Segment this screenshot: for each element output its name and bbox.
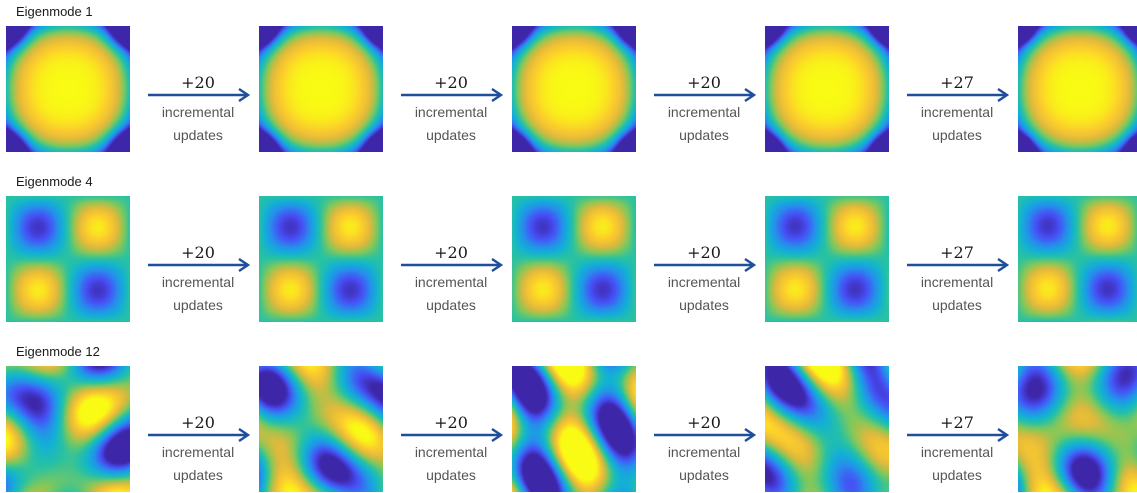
- update-text-line1: incremental: [667, 274, 741, 290]
- row-label: Eigenmode 12: [16, 344, 100, 359]
- eigenmode-heatmap: [6, 196, 130, 322]
- heatmap-canvas: [1018, 26, 1137, 152]
- eigenmode-heatmap: [259, 196, 383, 322]
- update-text-line1: incremental: [414, 104, 488, 120]
- update-count: +20: [687, 413, 721, 432]
- arrow-right-icon: [907, 88, 1010, 102]
- update-count: +20: [181, 73, 215, 92]
- update-text-line1: incremental: [920, 104, 994, 120]
- update-step: +20 incremental updates: [399, 196, 509, 322]
- eigenmode-heatmap: [512, 26, 636, 152]
- update-text-line1: incremental: [161, 104, 235, 120]
- update-text-line1: incremental: [667, 444, 741, 460]
- arrow-right-icon: [148, 428, 251, 442]
- update-step: +27 incremental updates: [905, 26, 1015, 152]
- update-count: +20: [434, 243, 468, 262]
- update-count: +20: [687, 73, 721, 92]
- eigenmode-heatmap: [765, 366, 889, 492]
- update-text-line2: updates: [932, 467, 982, 483]
- arrow-right-icon: [654, 428, 757, 442]
- eigenmode-heatmap: [1018, 196, 1137, 322]
- update-text-line1: incremental: [920, 274, 994, 290]
- heatmap-canvas: [6, 196, 130, 322]
- update-text-line1: incremental: [161, 444, 235, 460]
- update-text-line2: updates: [932, 127, 982, 143]
- update-step: +20 incremental updates: [399, 26, 509, 152]
- update-count: +27: [940, 413, 974, 432]
- update-count: +20: [434, 73, 468, 92]
- update-text-line1: incremental: [920, 444, 994, 460]
- eigenmode-heatmap: [1018, 26, 1137, 152]
- heatmap-canvas: [1018, 366, 1137, 492]
- update-text-line2: updates: [932, 297, 982, 313]
- update-count: +27: [940, 73, 974, 92]
- arrow-right-icon: [148, 258, 251, 272]
- heatmap-canvas: [765, 26, 889, 152]
- arrow-right-icon: [401, 258, 504, 272]
- update-step: +20 incremental updates: [652, 196, 762, 322]
- update-text-line2: updates: [426, 127, 476, 143]
- update-text-line2: updates: [679, 127, 729, 143]
- eigenmode-heatmap: [1018, 366, 1137, 492]
- row-label: Eigenmode 1: [16, 4, 93, 19]
- update-count: +20: [181, 243, 215, 262]
- update-step: +20 incremental updates: [146, 196, 256, 322]
- heatmap-canvas: [1018, 196, 1137, 322]
- arrow-right-icon: [907, 258, 1010, 272]
- update-count: +27: [940, 243, 974, 262]
- eigenmode-heatmap: [6, 366, 130, 492]
- heatmap-canvas: [512, 196, 636, 322]
- arrow-right-icon: [907, 428, 1010, 442]
- update-text-line2: updates: [679, 297, 729, 313]
- heatmap-canvas: [259, 26, 383, 152]
- eigenmode-heatmap: [512, 196, 636, 322]
- eigenmode-heatmap: [765, 26, 889, 152]
- update-count: +20: [687, 243, 721, 262]
- update-step: +27 incremental updates: [905, 196, 1015, 322]
- update-text-line1: incremental: [161, 274, 235, 290]
- update-text-line2: updates: [173, 467, 223, 483]
- update-text-line1: incremental: [414, 274, 488, 290]
- heatmap-canvas: [512, 366, 636, 492]
- update-text-line2: updates: [426, 297, 476, 313]
- heatmap-canvas: [6, 26, 130, 152]
- eigenmode-heatmap: [259, 366, 383, 492]
- row-label: Eigenmode 4: [16, 174, 93, 189]
- update-step: +20 incremental updates: [146, 26, 256, 152]
- arrow-right-icon: [654, 88, 757, 102]
- eigenmode-heatmap: [512, 366, 636, 492]
- eigenmode-heatmap: [765, 196, 889, 322]
- arrow-right-icon: [401, 428, 504, 442]
- update-step: +27 incremental updates: [905, 366, 1015, 492]
- update-step: +20 incremental updates: [146, 366, 256, 492]
- heatmap-canvas: [259, 196, 383, 322]
- arrow-right-icon: [654, 258, 757, 272]
- update-text-line1: incremental: [667, 104, 741, 120]
- heatmap-canvas: [765, 196, 889, 322]
- update-step: +20 incremental updates: [652, 366, 762, 492]
- heatmap-canvas: [259, 366, 383, 492]
- heatmap-canvas: [512, 26, 636, 152]
- heatmap-canvas: [6, 366, 130, 492]
- update-step: +20 incremental updates: [399, 366, 509, 492]
- arrow-right-icon: [401, 88, 504, 102]
- update-count: +20: [434, 413, 468, 432]
- heatmap-canvas: [765, 366, 889, 492]
- update-text-line2: updates: [426, 467, 476, 483]
- eigenmode-heatmap: [259, 26, 383, 152]
- update-count: +20: [181, 413, 215, 432]
- eigenmode-heatmap: [6, 26, 130, 152]
- update-step: +20 incremental updates: [652, 26, 762, 152]
- update-text-line1: incremental: [414, 444, 488, 460]
- arrow-right-icon: [148, 88, 251, 102]
- update-text-line2: updates: [173, 127, 223, 143]
- update-text-line2: updates: [173, 297, 223, 313]
- update-text-line2: updates: [679, 467, 729, 483]
